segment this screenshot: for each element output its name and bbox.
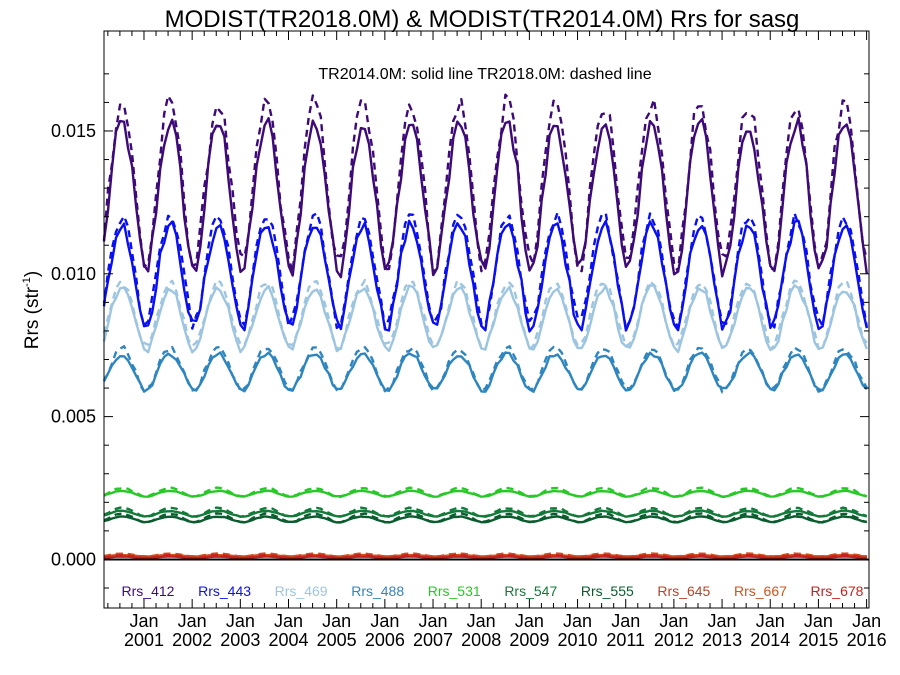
legend-item-Rrs_645: Rrs_645 <box>657 583 710 599</box>
x-tick-month: Jan <box>515 611 544 631</box>
series-Rrs_488-dashed <box>102 345 868 394</box>
x-tick-year: 2010 <box>558 630 598 650</box>
y-tick-label: 0.005 <box>51 407 96 427</box>
x-tick-year: 2011 <box>606 630 645 650</box>
legend-item-Rrs_412: Rrs_412 <box>122 583 175 599</box>
y-axis-label-end: ) <box>22 271 43 277</box>
series-Rrs_412-dashed <box>102 93 868 274</box>
x-tick-year: 2016 <box>847 630 887 650</box>
x-tick-month: Jan <box>129 611 158 631</box>
y-tick-label: 0.010 <box>51 264 96 284</box>
x-tick-month: Jan <box>226 611 255 631</box>
x-tick-year: 2003 <box>220 630 260 650</box>
x-tick-month: Jan <box>467 611 496 631</box>
chart-subtitle: TR2014.0M: solid line TR2018.0M: dashed … <box>318 66 651 83</box>
x-tick-year: 2005 <box>317 630 357 650</box>
x-tick-month: Jan <box>756 611 785 631</box>
x-tick-year: 2004 <box>268 630 308 650</box>
legend-item-Rrs_488: Rrs_488 <box>351 583 404 599</box>
x-tick-month: Jan <box>322 611 351 631</box>
x-tick-month: Jan <box>852 611 881 631</box>
y-tick-label: 0.015 <box>51 121 96 141</box>
x-tick-month: Jan <box>419 611 448 631</box>
x-tick-month: Jan <box>708 611 737 631</box>
x-tick-year: 2001 <box>124 630 164 650</box>
x-tick-year: 2006 <box>365 630 405 650</box>
series-Rrs_667-dashed <box>103 552 867 558</box>
x-tick-month: Jan <box>178 611 207 631</box>
series-Rrs_443-dashed <box>102 211 868 330</box>
legend-item-Rrs_678: Rrs_678 <box>811 583 864 599</box>
series-Rrs_531-dashed <box>103 486 868 499</box>
x-tick-month: Jan <box>611 611 640 631</box>
x-tick-month: Jan <box>804 611 833 631</box>
x-tick-year: 2015 <box>798 630 838 650</box>
series-Rrs_412-solid <box>102 116 868 279</box>
x-tick-year: 2008 <box>461 630 501 650</box>
x-tick-year: 2002 <box>172 630 212 650</box>
x-tick-month: Jan <box>563 611 592 631</box>
series-Rrs_443-solid <box>102 219 868 333</box>
legend-item-Rrs_469: Rrs_469 <box>275 583 328 599</box>
series-Rrs_547-dashed <box>103 506 868 518</box>
chart-title: MODIST(TR2018.0M) & MODIST(TR2014.0M) Rr… <box>165 6 800 33</box>
legend-item-Rrs_531: Rrs_531 <box>428 583 481 599</box>
x-tick-year: 2012 <box>654 630 694 650</box>
series-Rrs_469-solid <box>102 284 868 354</box>
x-tick-year: 2007 <box>413 630 453 650</box>
x-tick-year: 2014 <box>750 630 790 650</box>
legend-item-Rrs_667: Rrs_667 <box>734 583 787 599</box>
legend-item-Rrs_555: Rrs_555 <box>581 583 634 599</box>
series-Rrs_678-dashed <box>103 553 867 560</box>
legend-item-Rrs_547: Rrs_547 <box>504 583 557 599</box>
y-axis-label: Rrs (str-1) <box>21 271 43 349</box>
x-tick-year: 2013 <box>702 630 742 650</box>
x-tick-month: Jan <box>274 611 303 631</box>
x-tick-month: Jan <box>370 611 399 631</box>
series-Rrs_469-dashed <box>102 278 868 351</box>
y-axis-label-main: Rrs (str <box>22 286 43 349</box>
series-Rrs_555-dashed <box>103 512 868 524</box>
x-tick-year: 2009 <box>509 630 549 650</box>
plot-frame <box>103 30 870 609</box>
x-tick-month: Jan <box>659 611 688 631</box>
y-axis-label-superscript: -1 <box>21 277 33 287</box>
y-tick-label: 0.000 <box>51 549 96 569</box>
plot-area <box>102 93 868 560</box>
legend-item-Rrs_443: Rrs_443 <box>198 583 251 599</box>
